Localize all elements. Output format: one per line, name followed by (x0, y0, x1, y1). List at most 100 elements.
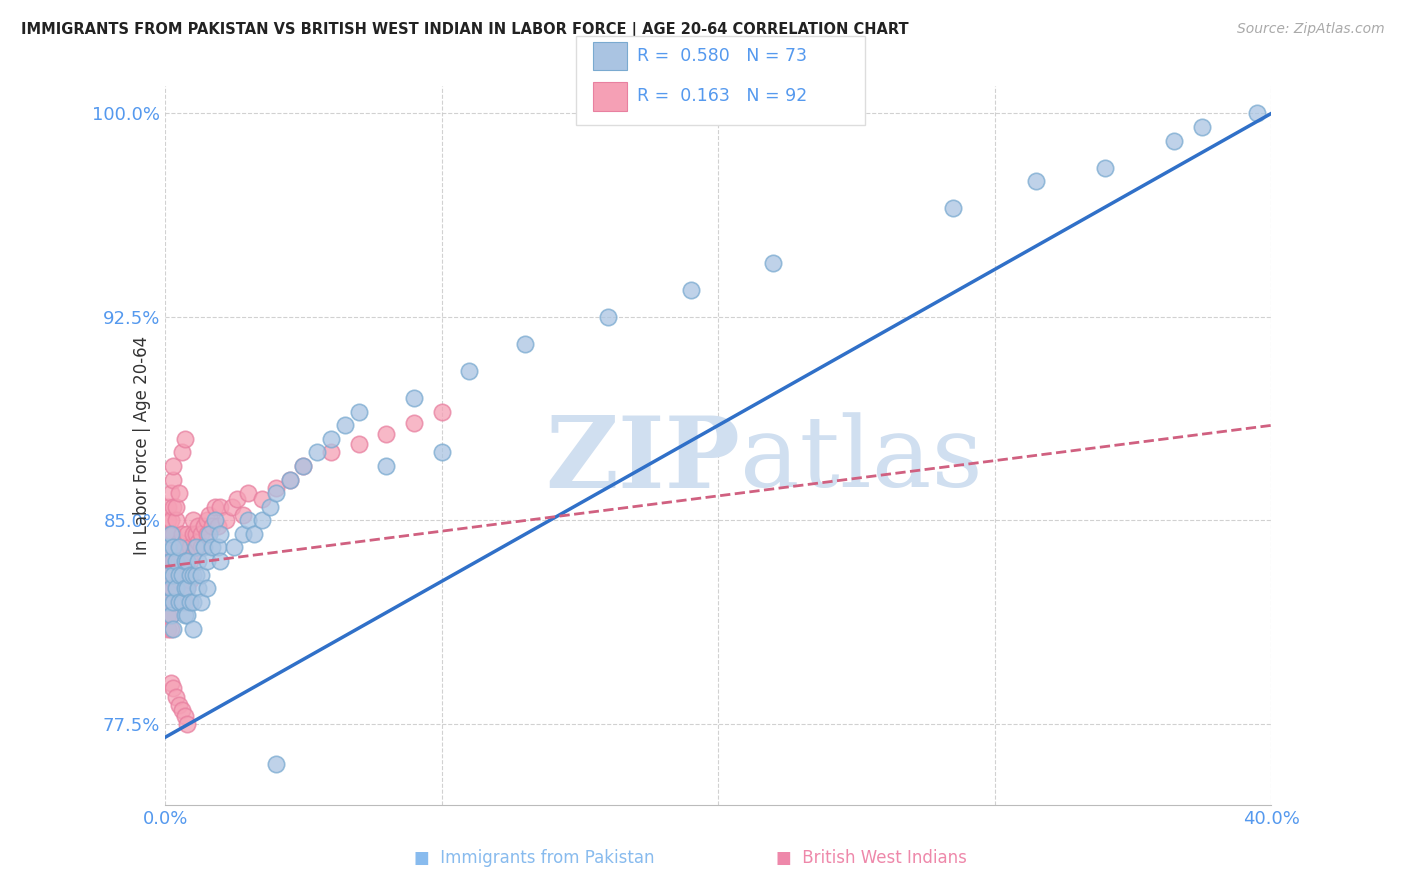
Point (173, 595, 195, 609)
Point (156, 567, 179, 582)
Point (184, 527, 207, 541)
Text: IMMIGRANTS FROM PAKISTAN VS BRITISH WEST INDIAN IN LABOR FORCE | AGE 20-64 CORRE: IMMIGRANTS FROM PAKISTAN VS BRITISH WEST… (21, 22, 908, 38)
Point (165, 567, 187, 582)
Point (190, 595, 212, 609)
Point (162, 527, 184, 541)
Point (402, 416, 425, 430)
Point (209, 500, 232, 514)
Point (226, 491, 249, 506)
Text: ■  Immigrants from Pakistan: ■ Immigrants from Pakistan (413, 849, 655, 867)
Point (159, 486, 181, 500)
Point (195, 527, 218, 541)
Point (333, 418, 356, 433)
Point (165, 513, 187, 527)
Point (156, 567, 179, 582)
Point (1246, 106, 1268, 120)
Point (173, 608, 195, 623)
Point (179, 541, 201, 555)
Point (184, 541, 207, 555)
Point (207, 541, 229, 555)
Point (170, 554, 193, 568)
Point (204, 500, 226, 514)
Point (278, 473, 301, 487)
Point (193, 518, 215, 533)
Point (292, 458, 315, 473)
Text: R =  0.580   N = 73: R = 0.580 N = 73 (637, 47, 807, 65)
Point (204, 513, 226, 527)
Point (190, 567, 212, 582)
Point (173, 432, 195, 446)
Point (173, 581, 195, 595)
Point (198, 508, 221, 522)
Point (201, 518, 224, 533)
Point (195, 513, 218, 527)
Point (170, 595, 193, 609)
Point (232, 527, 254, 541)
Point (173, 554, 195, 568)
Point (319, 432, 342, 446)
Point (162, 622, 184, 636)
Point (170, 573, 193, 587)
Point (224, 541, 246, 555)
Point (181, 567, 204, 582)
Point (278, 473, 301, 487)
Point (207, 518, 229, 533)
Point (347, 437, 370, 451)
Point (162, 473, 184, 487)
Point (159, 608, 181, 623)
Point (430, 405, 453, 419)
Point (596, 310, 619, 324)
Point (176, 546, 198, 560)
Point (187, 518, 209, 533)
Point (215, 513, 238, 527)
Point (162, 595, 184, 609)
Point (167, 595, 190, 609)
Point (181, 513, 204, 527)
Point (375, 458, 398, 473)
Point (250, 491, 273, 506)
Point (190, 541, 212, 555)
Point (162, 541, 184, 555)
Point (159, 622, 181, 636)
Point (179, 573, 201, 587)
Point (159, 595, 181, 609)
Point (165, 581, 187, 595)
Point (167, 535, 190, 549)
Point (187, 535, 209, 549)
Point (156, 622, 179, 636)
Point (232, 508, 254, 522)
Point (209, 527, 232, 541)
Point (173, 573, 195, 587)
Point (264, 486, 287, 500)
Point (162, 681, 184, 696)
Point (181, 622, 204, 636)
Y-axis label: In Labor Force | Age 20-64: In Labor Force | Age 20-64 (134, 336, 152, 556)
Point (165, 690, 187, 704)
Point (176, 581, 198, 595)
Point (347, 405, 370, 419)
Point (159, 554, 181, 568)
Point (201, 541, 224, 555)
Point (173, 708, 195, 723)
Point (181, 546, 204, 560)
Point (209, 554, 232, 568)
Point (319, 445, 342, 459)
Point (167, 541, 190, 555)
Point (176, 581, 198, 595)
Point (1094, 161, 1116, 175)
Point (762, 255, 785, 269)
Text: atlas: atlas (741, 412, 983, 508)
Point (159, 554, 181, 568)
Point (156, 595, 179, 609)
Point (176, 567, 198, 582)
Point (242, 527, 264, 541)
Point (170, 445, 193, 459)
Point (156, 546, 179, 560)
Point (1025, 174, 1047, 188)
Point (156, 541, 179, 555)
Point (156, 581, 179, 595)
Point (942, 202, 965, 216)
Point (195, 581, 218, 595)
Point (264, 481, 287, 495)
Point (259, 500, 281, 514)
